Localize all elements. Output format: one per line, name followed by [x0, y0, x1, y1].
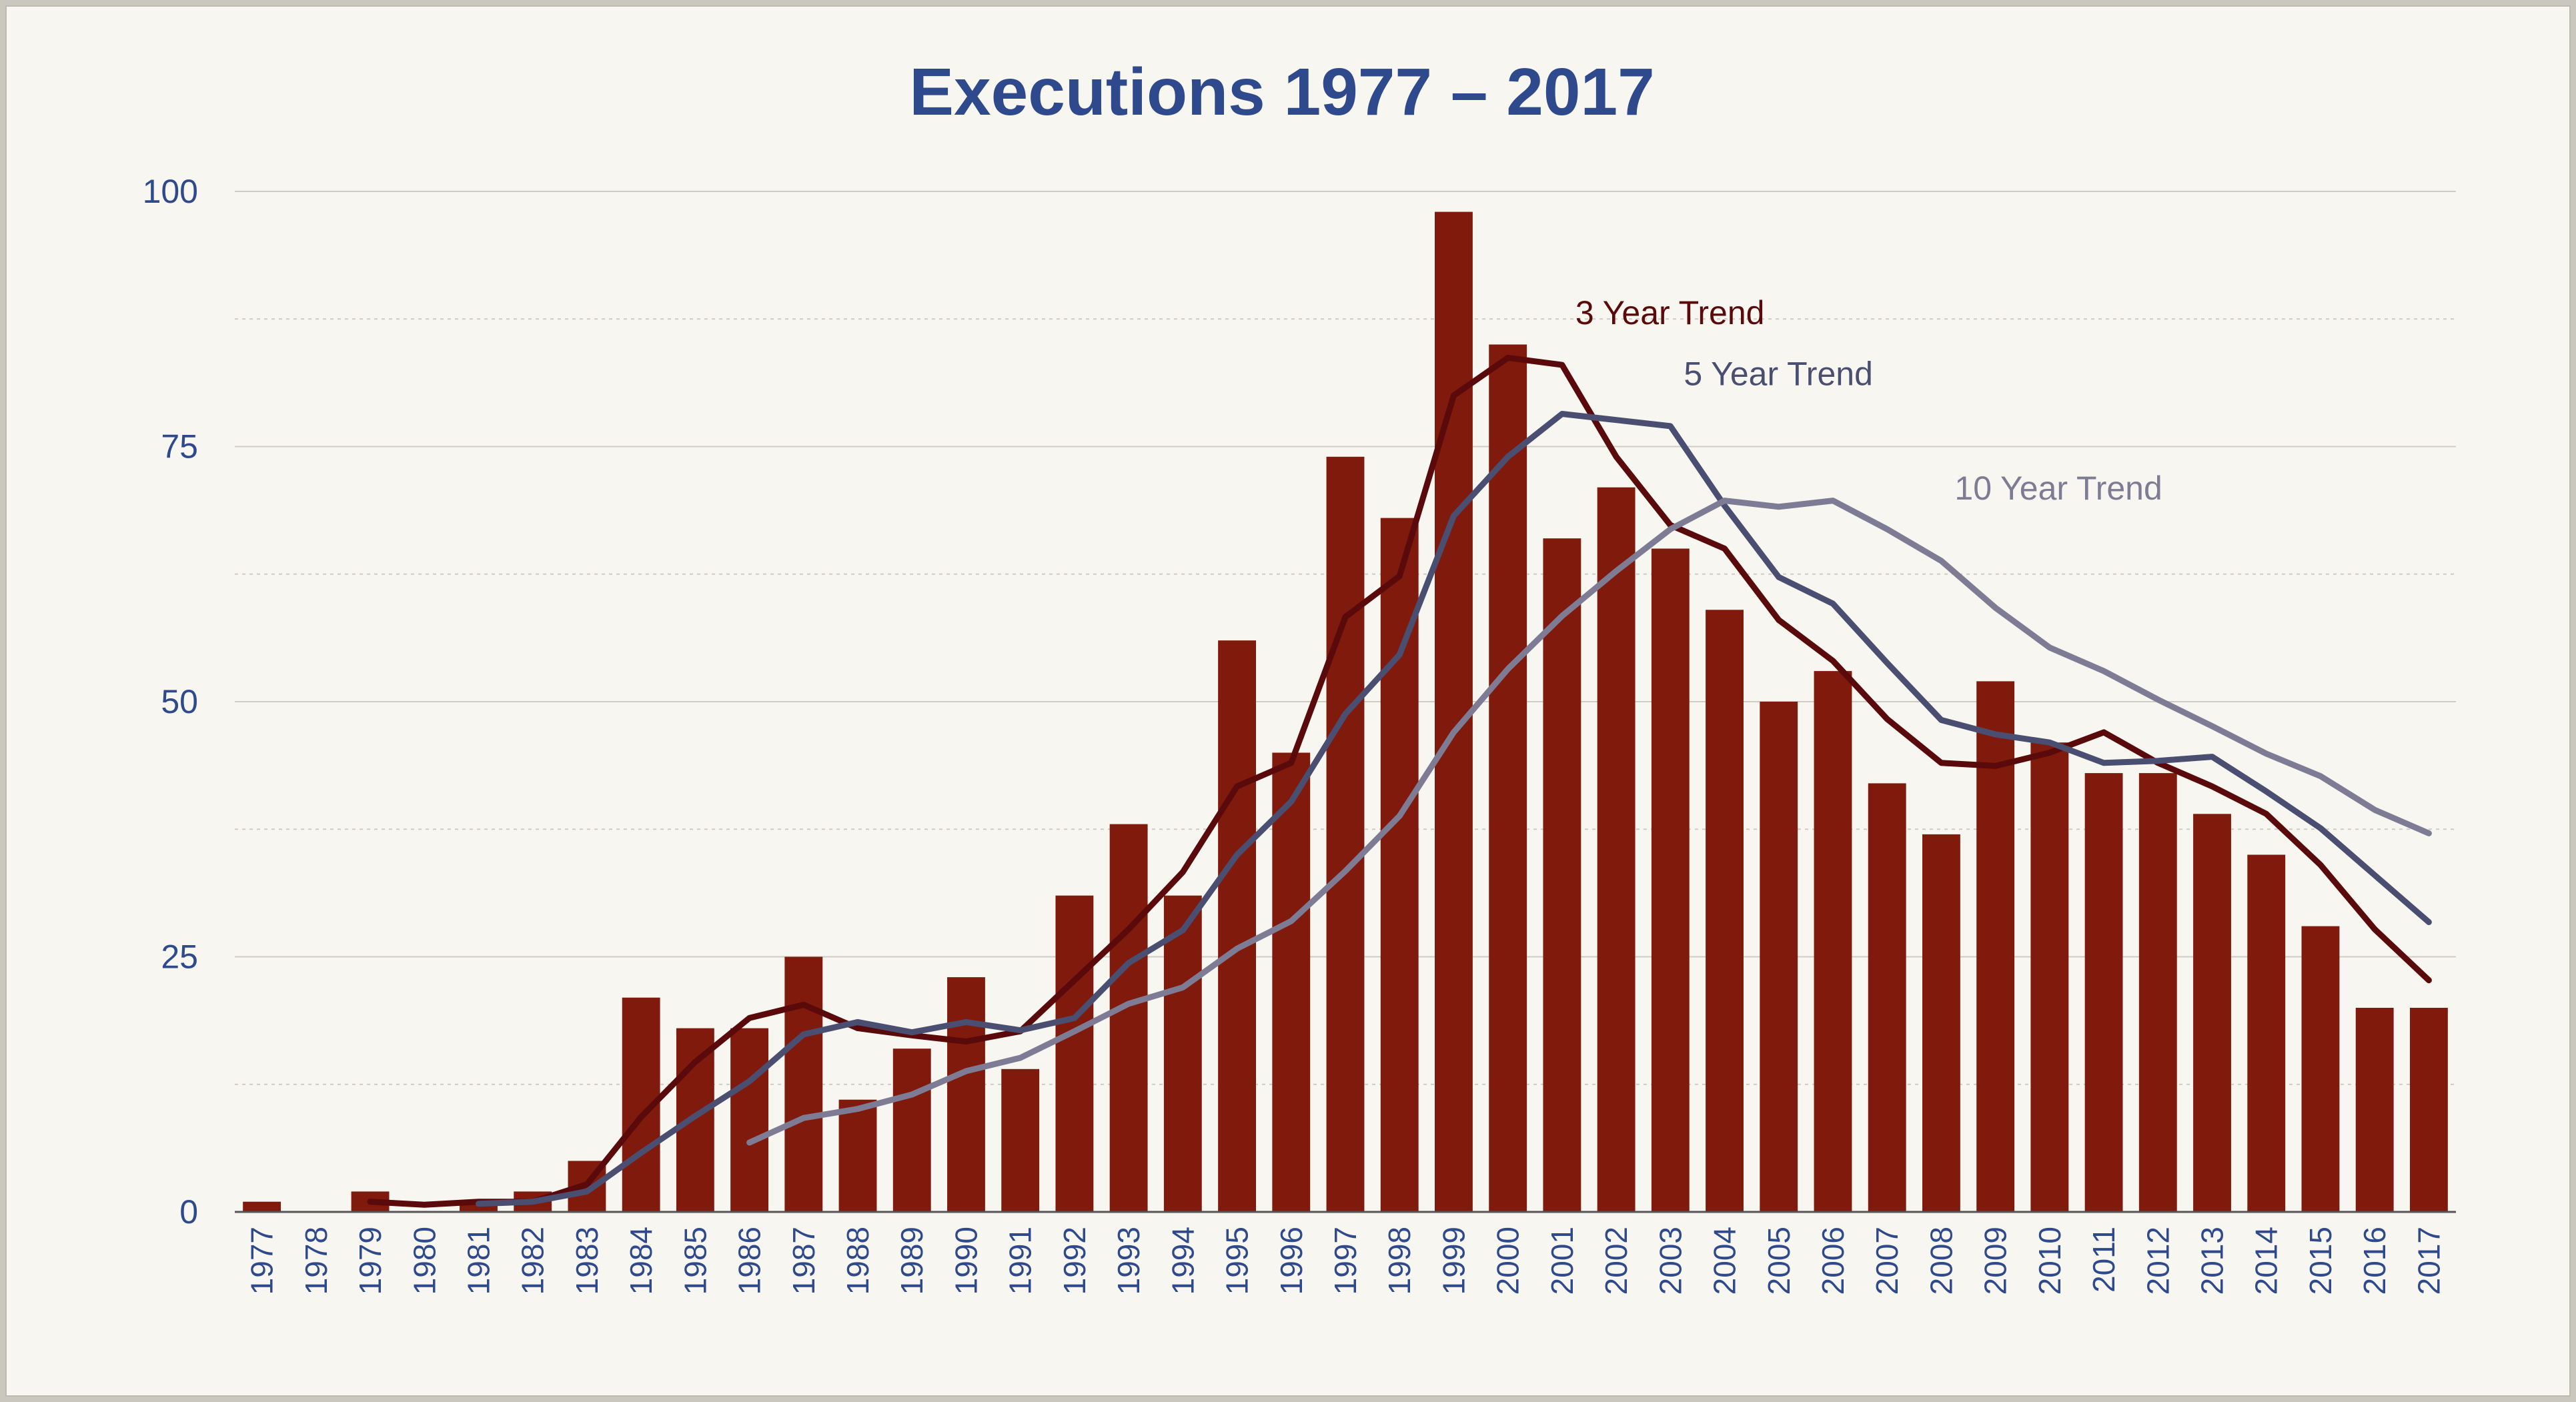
x-tick-label: 2008	[1924, 1227, 1958, 1295]
bars	[243, 211, 2448, 1213]
x-tick-label: 1991	[1003, 1227, 1038, 1295]
x-tick-label: 2013	[2195, 1227, 2230, 1295]
10-year-trend-label: 10 Year Trend	[1954, 470, 2162, 507]
x-tick-label: 2009	[1978, 1227, 2013, 1295]
bar-2017	[2409, 1008, 2448, 1212]
x-tick-label: 1984	[624, 1227, 658, 1295]
bar-2014	[2247, 854, 2286, 1212]
x-tick-label: 2017	[2411, 1227, 2446, 1295]
bar-1990	[947, 977, 985, 1212]
y-tick-label: 25	[161, 938, 198, 976]
bar-1998	[1380, 518, 1419, 1212]
x-tick-label: 1982	[516, 1227, 550, 1295]
x-tick-label: 2002	[1599, 1227, 1634, 1295]
bar-2016	[2355, 1008, 2394, 1212]
bar-2002	[1597, 487, 1636, 1213]
x-axis: 1977 1978 1979 1980 1981 1982 1983 1984 1985 1986…	[235, 1211, 2456, 1295]
bar-2007	[1868, 783, 1906, 1212]
y-tick-label: 100	[143, 173, 198, 210]
bar-1977	[243, 1201, 281, 1212]
bar-2003	[1651, 548, 1690, 1212]
x-tick-label: 2011	[2086, 1227, 2121, 1293]
x-tick-label: 1981	[461, 1227, 496, 1295]
x-tick-label: 2007	[1870, 1227, 1904, 1295]
chart-frame: Executions 1977 – 2017 0 25 50 75 100 1977 19…	[5, 5, 2571, 1397]
bar-2009	[1976, 681, 2015, 1212]
bar-2000	[1489, 344, 1527, 1212]
chart-title: Executions 1977 – 2017	[909, 55, 1654, 129]
y-tick-label: 50	[161, 683, 198, 720]
x-tick-label: 1988	[840, 1227, 875, 1295]
x-tick-label: 1996	[1274, 1227, 1309, 1295]
x-tick-label: 1979	[353, 1227, 388, 1295]
x-tick-label: 1983	[570, 1227, 604, 1295]
bar-1988	[838, 1099, 877, 1212]
x-tick-label: 1985	[678, 1227, 712, 1295]
trend-lines	[367, 354, 2432, 1208]
x-tick-label: 1993	[1111, 1227, 1146, 1295]
x-tick-label: 1990	[948, 1227, 983, 1295]
bar-2013	[2193, 814, 2231, 1212]
bar-1985	[676, 1028, 714, 1212]
x-tick-label: 1986	[732, 1227, 767, 1295]
bar-2015	[2301, 926, 2340, 1212]
bar-1996	[1272, 752, 1311, 1212]
bar-1989	[892, 1048, 931, 1212]
bar-1992	[1055, 895, 1094, 1212]
bar-1995	[1218, 640, 1256, 1212]
bar-2010	[2030, 742, 2069, 1212]
x-tick-label: 2012	[2140, 1227, 2175, 1295]
x-tick-label: 2014	[2249, 1227, 2284, 1295]
x-tick-label: 2003	[1653, 1227, 1688, 1295]
x-tick-label: 2004	[1708, 1227, 1742, 1295]
5-year-trend-line	[476, 411, 2432, 1207]
x-tick-label: 1977	[245, 1227, 279, 1295]
x-tick-label: 2016	[2357, 1227, 2392, 1295]
x-tick-label: 1994	[1165, 1227, 1200, 1295]
x-tick-label: 2001	[1545, 1227, 1579, 1295]
x-tick-label: 1992	[1057, 1227, 1092, 1295]
3-year-trend-line	[367, 354, 2432, 1208]
x-tick-label: 1997	[1328, 1227, 1363, 1295]
x-tick-label: 1978	[299, 1227, 334, 1295]
bar-2001	[1543, 538, 1581, 1212]
bar-2006	[1814, 671, 1852, 1212]
bar-1986	[730, 1028, 769, 1212]
series-labels: 3 Year Trend 5 Year Trend 10 Year Trend	[1575, 294, 2162, 507]
bar-1987	[784, 956, 823, 1212]
y-axis: 0 25 50 75 100	[143, 173, 198, 1231]
bar-1997	[1326, 456, 1365, 1212]
bar-2011	[2084, 773, 2123, 1212]
bar-1994	[1163, 895, 1202, 1212]
x-tick-label: 1999	[1436, 1227, 1471, 1295]
bar-1993	[1109, 824, 1148, 1212]
3-year-trend-label: 3 Year Trend	[1575, 294, 1765, 331]
bar-2012	[2138, 773, 2177, 1212]
10-year-trend-line	[746, 498, 2432, 1146]
bar-2008	[1922, 834, 1960, 1212]
y-tick-label: 0	[179, 1193, 198, 1231]
x-tick-label: 1980	[407, 1227, 442, 1295]
x-tick-label: 1987	[786, 1227, 821, 1295]
bar-1999	[1435, 211, 1473, 1213]
x-tick-label: 2005	[1762, 1227, 1796, 1295]
5-year-trend-label: 5 Year Trend	[1684, 356, 1873, 393]
x-tick-label: 2006	[1816, 1227, 1850, 1295]
x-tick-label: 1989	[894, 1227, 929, 1295]
x-tick-label: 2000	[1491, 1227, 1525, 1295]
bar-2005	[1760, 702, 1798, 1212]
bar-2004	[1706, 610, 1744, 1212]
x-tick-label: 1998	[1382, 1227, 1417, 1295]
x-tick-label: 2010	[2032, 1227, 2067, 1295]
y-tick-label: 75	[161, 428, 198, 466]
x-tick-label: 1995	[1220, 1227, 1255, 1295]
bar-1991	[1001, 1069, 1040, 1212]
x-tick-label: 2015	[2303, 1227, 2338, 1295]
